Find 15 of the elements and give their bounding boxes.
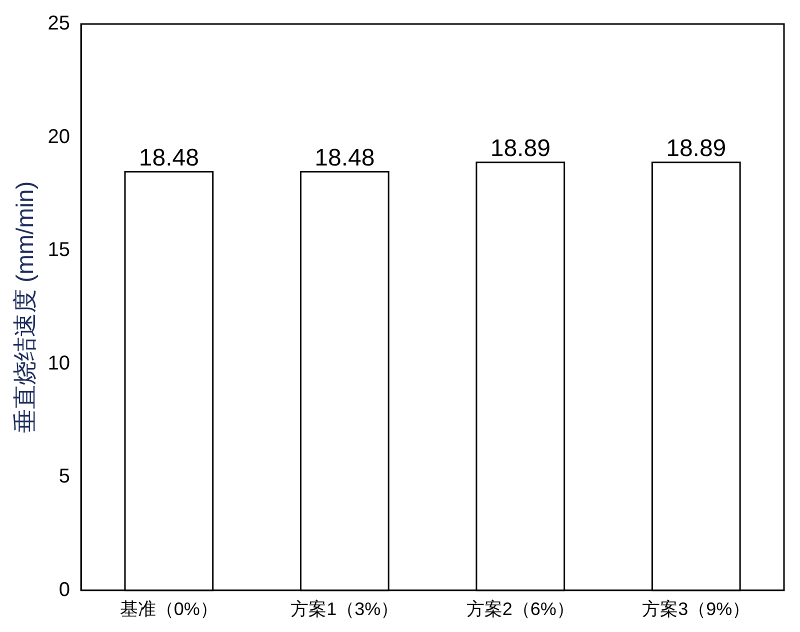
y-tick-label: 0 [58,578,70,601]
data-label: 18.89 [666,135,726,162]
y-tick-label: 10 [48,352,70,374]
y-axis-title: 垂直烧结速度 (mm/min) [12,181,40,434]
data-label: 18.48 [138,144,199,172]
x-tick-label: 方案3（9%） [642,599,750,620]
data-label: 18.48 [314,144,375,172]
y-tick-label: 25 [48,12,70,35]
y-tick-label: 15 [48,239,70,262]
x-tick-label: 方案2（6%） [466,599,574,620]
x-tick-label: 方案1（3%） [290,599,399,620]
y-tick-label: 20 [48,126,70,148]
data-label: 18.89 [490,135,550,162]
y-tick-label: 5 [58,466,70,488]
x-tick-label: 基准（0%） [120,599,218,620]
